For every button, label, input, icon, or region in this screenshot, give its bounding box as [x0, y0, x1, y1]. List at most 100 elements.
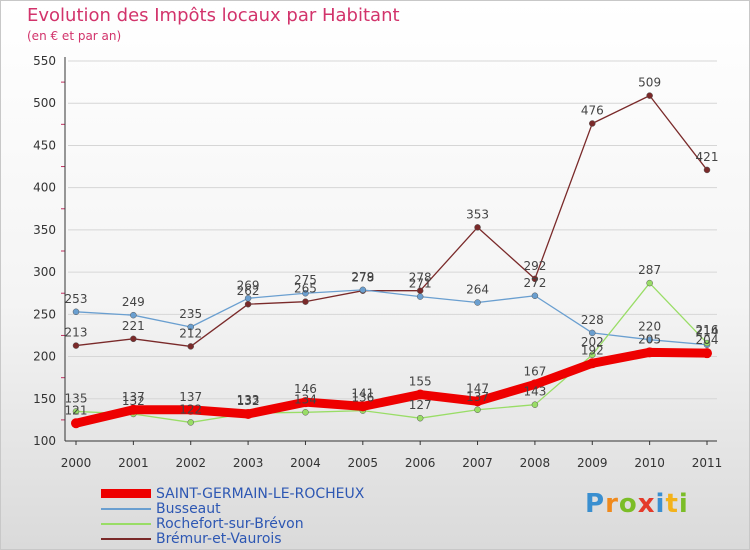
x-tick-label: 2007 — [462, 456, 493, 470]
data-label: 278 — [351, 271, 374, 285]
data-point-3 — [244, 300, 252, 308]
data-label: 275 — [294, 273, 317, 287]
data-point-3 — [531, 275, 539, 283]
chart-subtitle: (en € et par an) — [27, 29, 122, 43]
data-label: 221 — [122, 319, 145, 333]
x-tick-label: 2004 — [290, 456, 321, 470]
data-point-0 — [644, 347, 655, 358]
series-line-0 — [71, 347, 712, 428]
data-label: 214 — [696, 325, 719, 339]
data-point-0 — [185, 404, 196, 415]
data-label: 132 — [237, 394, 260, 408]
data-label: 135 — [65, 391, 88, 405]
x-tick-label: 2011 — [692, 456, 723, 470]
legend-item-busseaut: Busseaut — [101, 501, 364, 517]
data-point-2 — [72, 408, 80, 415]
data-point-2 — [703, 339, 711, 347]
data-point-0 — [472, 396, 483, 407]
y-tick-label: 100 — [33, 434, 56, 448]
data-label: 147 — [466, 381, 489, 395]
data-label: 121 — [65, 403, 88, 417]
y-tick-label: 300 — [33, 265, 56, 279]
data-label: 204 — [696, 333, 719, 347]
data-point-3 — [646, 92, 653, 99]
data-label: 278 — [409, 271, 432, 285]
data-label: 272 — [523, 276, 546, 290]
data-label: 146 — [294, 382, 317, 396]
data-label: 287 — [638, 263, 661, 277]
x-tick-label: 2005 — [348, 456, 379, 470]
legend-swatch-rochefort — [101, 522, 151, 525]
x-tick-label: 2001 — [118, 456, 149, 470]
data-point-0 — [243, 408, 254, 419]
data-point-1 — [531, 292, 539, 300]
data-label: 132 — [122, 394, 145, 408]
data-point-0 — [71, 418, 81, 429]
data-label: 220 — [638, 320, 661, 334]
data-point-1 — [359, 286, 367, 294]
data-label: 262 — [237, 284, 260, 298]
data-point-2 — [531, 401, 539, 408]
data-point-1 — [187, 323, 194, 331]
data-label: 136 — [351, 391, 374, 405]
data-label: 137 — [122, 390, 145, 404]
proxiti-logo: Proxiti — [585, 489, 689, 519]
legend-swatch-busseaut — [101, 507, 151, 510]
data-label: 143 — [523, 385, 546, 399]
data-point-0 — [357, 401, 368, 412]
data-point-0 — [702, 348, 712, 359]
data-label: 265 — [294, 282, 317, 296]
x-tick-label: 2002 — [175, 456, 206, 470]
legend-label-bremur: Brémur-et-Vaurois — [156, 530, 282, 547]
data-point-1 — [130, 311, 137, 319]
data-point-0 — [415, 389, 426, 400]
legend-swatch-saint-germain — [101, 489, 151, 498]
y-tick-label: 450 — [33, 138, 56, 152]
data-label: 137 — [179, 390, 202, 404]
x-tick-label: 2009 — [577, 456, 608, 470]
data-point-3 — [474, 224, 481, 231]
data-label: 235 — [179, 307, 202, 321]
legend-item-bremur: Brémur-et-Vaurois — [101, 530, 364, 547]
data-point-3 — [130, 335, 137, 343]
data-point-3 — [72, 342, 80, 349]
series-line-3 — [75, 94, 708, 348]
data-label: 264 — [466, 283, 489, 297]
data-point-1 — [416, 293, 424, 300]
data-label: 269 — [237, 278, 260, 292]
legend-item-rochefort: Rochefort-sur-Brévon — [101, 516, 364, 532]
x-tick-label: 2008 — [520, 456, 551, 470]
data-point-0 — [128, 404, 139, 415]
data-point-1 — [474, 299, 481, 306]
y-tick-label: 500 — [33, 96, 56, 110]
data-point-1 — [72, 308, 80, 316]
data-label: 212 — [179, 326, 202, 340]
data-label: 249 — [122, 295, 145, 309]
data-point-2 — [187, 419, 194, 426]
data-label: 253 — [65, 292, 88, 306]
y-tick-label: 250 — [33, 307, 56, 321]
data-label: 167 — [523, 364, 546, 378]
data-label: 216 — [696, 323, 719, 337]
y-tick-label: 350 — [33, 223, 56, 237]
data-point-1 — [646, 336, 653, 343]
series-line-1 — [75, 289, 708, 346]
data-label: 353 — [466, 207, 489, 221]
legend-item-saint-germain: SAINT-GERMAIN-LE-ROCHEUX — [101, 486, 364, 502]
data-point-3 — [703, 166, 711, 174]
data-label: 279 — [351, 270, 374, 284]
data-point-2 — [589, 351, 596, 359]
data-label: 134 — [294, 392, 317, 406]
legend-swatch-bremur — [101, 537, 151, 540]
x-tick-label: 2003 — [233, 456, 264, 470]
data-label: 122 — [179, 402, 202, 416]
data-label: 421 — [696, 150, 719, 164]
data-point-3 — [187, 343, 194, 350]
y-tick-label: 200 — [33, 350, 56, 364]
data-label: 192 — [581, 343, 604, 357]
data-point-2 — [302, 409, 309, 416]
legend: SAINT-GERMAIN-LE-ROCHEUX Busseaut Rochef… — [101, 486, 364, 547]
data-point-1 — [589, 329, 596, 337]
